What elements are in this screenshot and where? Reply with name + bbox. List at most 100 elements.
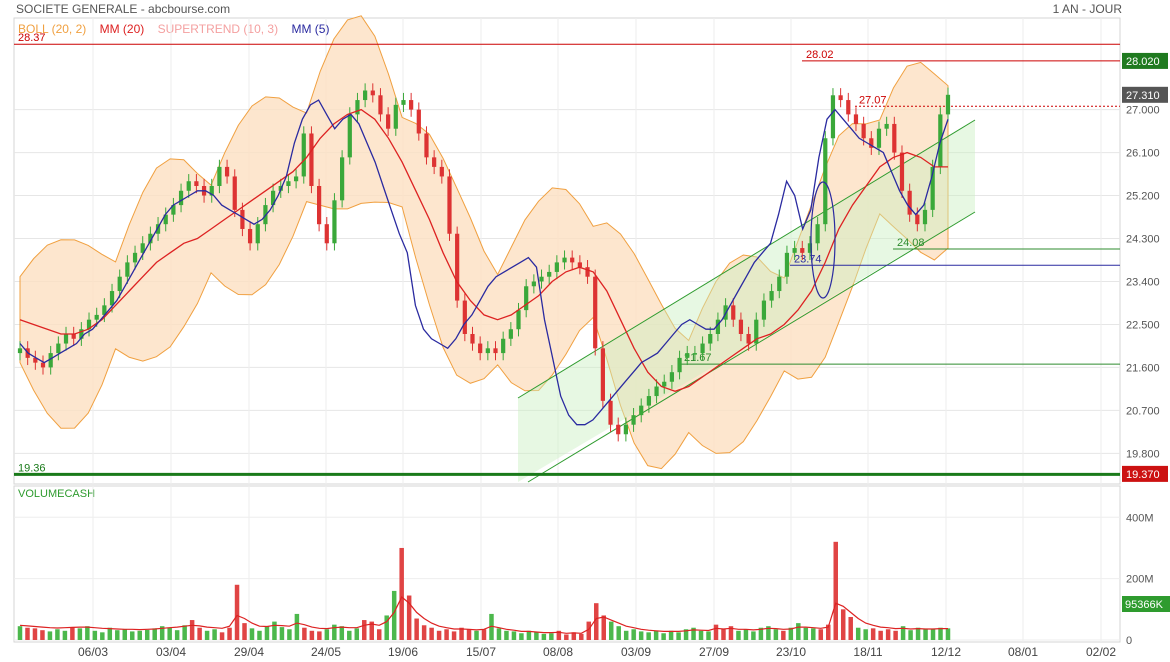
volume-bar (212, 629, 217, 640)
volume-bar (855, 627, 861, 640)
candle-body (692, 353, 698, 355)
volume-bar (840, 609, 846, 640)
candle-body (516, 310, 521, 330)
candle-body (293, 176, 299, 182)
volume-bar (878, 630, 883, 640)
legend-mm5[interactable]: MM (5) (291, 22, 330, 36)
volume-bar (706, 631, 711, 640)
volume-bar (638, 631, 644, 640)
legend-boll[interactable]: BOLL (20, 2) (18, 22, 87, 36)
volume-bar (893, 630, 898, 640)
candle-body (861, 123, 866, 139)
volume-bar (354, 628, 360, 640)
candle-body (884, 123, 889, 129)
volume-bar (751, 631, 756, 640)
date-tick-label: 18/11 (853, 645, 882, 659)
candle-body (708, 334, 713, 344)
volume-bar (796, 623, 801, 640)
candle-body (140, 243, 145, 253)
volume-bar (519, 633, 524, 640)
candle-body (370, 90, 375, 96)
date-tick-label: 19/06 (388, 645, 418, 659)
volume-bar (122, 629, 128, 640)
price-tag-box (1122, 86, 1168, 103)
price-panel-frame (13, 17, 1121, 485)
candle-body (846, 100, 851, 115)
candle-body (639, 405, 644, 416)
period-label[interactable]: 1 AN - JOUR (1052, 2, 1122, 16)
legend-supertrend[interactable]: SUPERTREND (10, 3) (157, 22, 279, 36)
volume-bar (182, 625, 187, 640)
volume-bar (174, 630, 180, 640)
volume-bar (579, 633, 584, 640)
volume-bar (362, 620, 367, 640)
date-tick-label: 06/03 (78, 645, 108, 659)
volume-bar (504, 630, 509, 640)
candle-body (631, 415, 636, 425)
date-tick-label: 24/05 (311, 645, 341, 659)
candle-body (830, 95, 836, 139)
candle-body (439, 166, 444, 177)
candle-body (524, 286, 529, 311)
price-tick-label: 22.500 (1126, 319, 1160, 331)
level-label: 28.02 (806, 49, 834, 61)
volume-bar (601, 615, 606, 640)
volume-bar (833, 541, 838, 640)
volume-bar (309, 630, 315, 640)
candle-body (892, 123, 897, 153)
candle-body (899, 152, 905, 191)
legend-mm20[interactable]: MM (20) (99, 22, 145, 36)
price-tick-label: 25.200 (1126, 191, 1160, 203)
volume-bar (766, 626, 771, 640)
volume-tick-label: 0 (1126, 635, 1132, 647)
volume-bar (818, 629, 824, 640)
level-label: 24.08 (897, 237, 925, 249)
volume-bar (616, 626, 621, 640)
candle-body (623, 424, 628, 435)
volume-bar (623, 630, 629, 640)
volume-bar (848, 616, 853, 640)
candle-body (731, 305, 736, 320)
volume-bar (294, 613, 300, 640)
candle-body (347, 114, 352, 158)
candle-body (48, 353, 53, 368)
candle-body (715, 319, 721, 334)
candle-body (501, 338, 506, 354)
candle-body (554, 262, 559, 272)
volume-bar (668, 630, 674, 640)
candle-body (186, 181, 191, 191)
volume-bar (77, 628, 83, 640)
indicator-legend: BOLL (20, 2) MM (20) SUPERTREND (10, 3) … (18, 22, 339, 36)
candle-body (163, 214, 168, 225)
candle-body (340, 157, 345, 201)
volume-bar (466, 629, 472, 640)
candle-body (470, 334, 475, 344)
volume-bar (204, 630, 210, 640)
volume-bar (92, 630, 98, 640)
volume-tick-label: 200M (1126, 574, 1154, 586)
candle-body (71, 334, 76, 339)
candle-body (945, 94, 951, 115)
candle-body (754, 319, 759, 344)
mm5-line (19, 99, 949, 426)
candle-body (232, 176, 237, 210)
volume-bar (900, 626, 906, 640)
candle-body (838, 95, 843, 101)
price-tick-label: 23.400 (1126, 276, 1160, 288)
candle-body (324, 224, 329, 244)
candle-body (761, 300, 767, 320)
candle-body (40, 362, 46, 368)
volume-bar (541, 633, 547, 640)
candle-body (853, 114, 859, 124)
volume-bar (347, 630, 352, 640)
volume-bar (249, 628, 255, 640)
candle-body (539, 276, 544, 282)
volume-tick-label: 400M (1126, 512, 1154, 524)
candle-body (155, 224, 161, 234)
price-tag-box (1122, 465, 1168, 482)
volume-bar (279, 627, 285, 640)
candle-body (255, 224, 260, 244)
volume-bar (489, 613, 494, 640)
volume-bar (631, 629, 636, 640)
